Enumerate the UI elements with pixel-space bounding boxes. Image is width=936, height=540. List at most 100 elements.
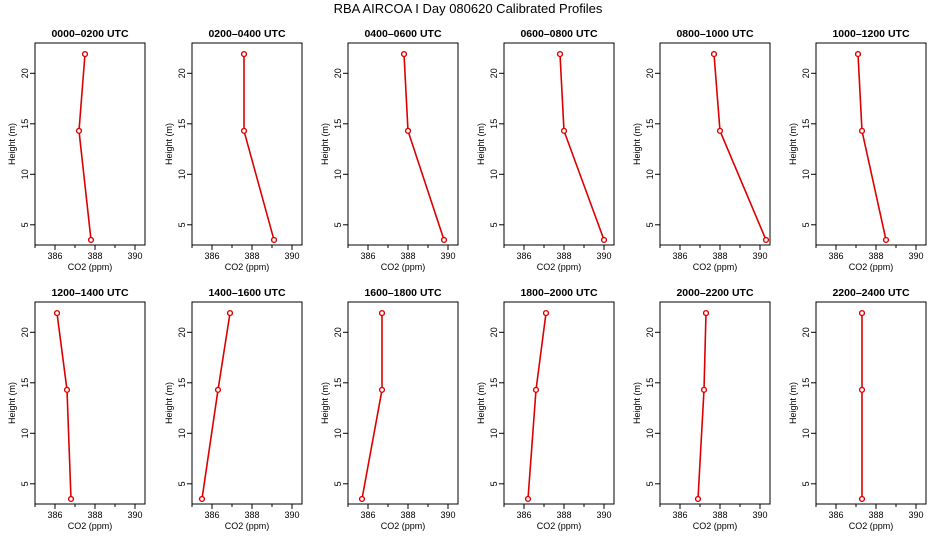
- profile-panel: 0800–1000 UTC 386 388 390 CO2 (ppm) 5 10 15 20 He…: [632, 28, 771, 272]
- x-tick-label: 386: [516, 251, 531, 261]
- x-tick-label: 390: [284, 510, 299, 520]
- y-tick-label: 20: [20, 68, 30, 78]
- profile-panel: 0200–0400 UTC 386 388 390 CO2 (ppm) 5 10 15 20 He…: [164, 28, 303, 272]
- y-tick-label: 20: [645, 327, 655, 337]
- x-axis-label: CO2 (ppm): [225, 521, 270, 531]
- profile-panel: 1200–1400 UTC 386 388 390 CO2 (ppm) 5 10 15 20 He…: [7, 287, 146, 531]
- y-axis-label: Height (m): [164, 382, 174, 424]
- data-point: [854, 51, 862, 58]
- data-point: [400, 51, 408, 58]
- y-tick-label: 10: [801, 428, 811, 438]
- x-tick-label: 386: [47, 251, 62, 261]
- data-point: [240, 127, 248, 134]
- plot-frame: [815, 42, 927, 246]
- y-axis-label: Height (m): [164, 123, 174, 165]
- y-tick-label: 15: [333, 378, 343, 388]
- x-tick-label: 388: [712, 510, 727, 520]
- x-tick-label: 390: [440, 251, 455, 261]
- y-tick-label: 5: [489, 481, 499, 486]
- y-axis-label: Height (m): [632, 123, 642, 165]
- y-axis-label: Height (m): [7, 123, 17, 165]
- x-tick-label: 386: [47, 510, 62, 520]
- x-tick-label: 390: [596, 510, 611, 520]
- x-tick-label: 390: [127, 510, 142, 520]
- data-point: [75, 127, 83, 134]
- x-tick-label: 386: [672, 251, 687, 261]
- y-tick-label: 5: [177, 481, 187, 486]
- y-tick-label: 15: [645, 378, 655, 388]
- x-tick-label: 386: [672, 510, 687, 520]
- panel-title: 0200–0400 UTC: [208, 28, 285, 40]
- y-tick-label: 10: [333, 428, 343, 438]
- plot-frame: [659, 301, 771, 505]
- panel-title: 1600–1800 UTC: [364, 287, 441, 299]
- x-tick-label: 390: [127, 251, 142, 261]
- x-tick-label: 388: [868, 510, 883, 520]
- profile-line: [201, 312, 231, 500]
- y-axis-label: Height (m): [476, 123, 486, 165]
- panel-title: 0000–0200 UTC: [51, 28, 128, 40]
- profile-panel: 1800–2000 UTC 386 388 390 CO2 (ppm) 5 10 15 20 He…: [476, 287, 615, 531]
- x-tick-label: 388: [244, 510, 259, 520]
- profile-line: [78, 54, 92, 240]
- profile-panel: 0600–0800 UTC 386 388 390 CO2 (ppm) 5 10 15 20 He…: [476, 28, 615, 272]
- y-axis-label: Height (m): [788, 382, 798, 424]
- x-tick-label: 390: [752, 510, 767, 520]
- y-tick-label: 5: [801, 481, 811, 486]
- data-point: [700, 386, 708, 393]
- plot-frame: [503, 42, 615, 246]
- profile-line: [713, 54, 767, 241]
- profile-panel: 0000–0200 UTC 386 388 390 CO2 (ppm) 5 10 15 20 He…: [7, 28, 146, 272]
- plot-frame: [34, 301, 146, 505]
- profile-line: [361, 313, 383, 500]
- y-tick-label: 15: [20, 378, 30, 388]
- profile-line: [559, 54, 605, 241]
- data-point: [226, 310, 234, 317]
- x-tick-label: 386: [360, 510, 375, 520]
- profile-panel: 0400–0600 UTC 386 388 390 CO2 (ppm) 5 10 15 20 He…: [320, 28, 459, 272]
- x-tick-label: 390: [908, 510, 923, 520]
- y-tick-label: 15: [645, 119, 655, 129]
- panel-title: 2200–2400 UTC: [832, 287, 909, 299]
- data-point: [716, 127, 724, 134]
- data-point: [600, 236, 608, 244]
- y-tick-label: 10: [489, 428, 499, 438]
- plot-frame: [503, 301, 615, 505]
- y-axis-label: Height (m): [788, 123, 798, 165]
- plot-frame: [659, 42, 771, 246]
- x-tick-label: 388: [244, 251, 259, 261]
- y-axis-label: Height (m): [7, 382, 17, 424]
- y-tick-label: 5: [333, 222, 343, 227]
- plot-frame: [191, 42, 303, 246]
- data-point: [81, 51, 89, 58]
- y-tick-label: 20: [489, 68, 499, 78]
- data-point: [378, 386, 386, 393]
- data-point: [858, 386, 866, 393]
- x-tick-label: 390: [284, 251, 299, 261]
- y-tick-label: 5: [801, 222, 811, 227]
- data-point: [532, 386, 540, 393]
- y-tick-label: 15: [333, 119, 343, 129]
- y-tick-label: 15: [801, 378, 811, 388]
- data-point: [198, 495, 206, 503]
- data-point: [53, 310, 61, 317]
- x-tick-label: 386: [360, 251, 375, 261]
- x-axis-label: CO2 (ppm): [537, 521, 582, 531]
- data-point: [858, 495, 866, 503]
- y-tick-label: 10: [645, 428, 655, 438]
- plot-frame: [815, 301, 927, 505]
- profile-panel: 1000–1200 UTC 386 388 390 CO2 (ppm) 5 10 15 20 He…: [788, 28, 927, 272]
- panel-title: 1200–1400 UTC: [51, 287, 128, 299]
- y-tick-label: 15: [801, 119, 811, 129]
- profile-line: [243, 54, 275, 241]
- y-tick-label: 5: [489, 222, 499, 227]
- x-tick-label: 388: [87, 251, 102, 261]
- y-tick-label: 20: [801, 68, 811, 78]
- y-tick-label: 20: [645, 68, 655, 78]
- profile-panel: 2200–2400 UTC 386 388 390 CO2 (ppm) 5 10 15 20 He…: [788, 287, 927, 531]
- y-tick-label: 10: [489, 169, 499, 179]
- data-point: [440, 236, 448, 244]
- data-point: [270, 236, 278, 244]
- plot-frame: [347, 301, 459, 505]
